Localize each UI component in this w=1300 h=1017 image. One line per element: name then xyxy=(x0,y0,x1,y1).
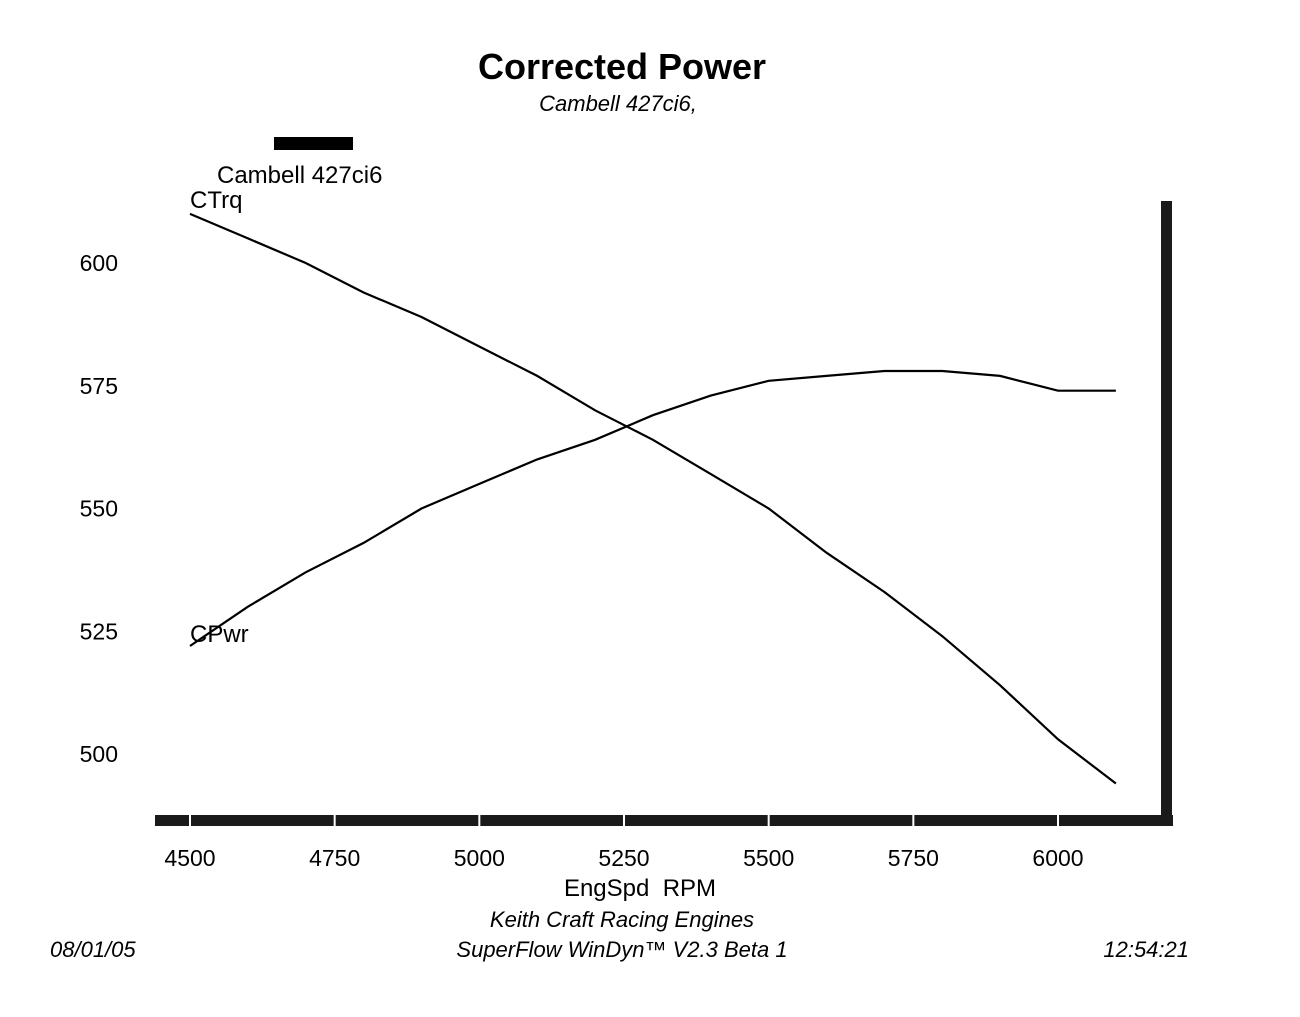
x-tick-label: 5500 xyxy=(743,845,794,871)
legend-entry: Cambell 427ci6 xyxy=(217,162,382,189)
chart-subtitle: Cambell 427ci6, xyxy=(539,91,697,116)
series-labels: CTrq CPwr xyxy=(190,187,249,648)
y-tick-label: 550 xyxy=(80,496,118,522)
y-tick-label: 500 xyxy=(80,741,118,767)
x-tick-label: 5250 xyxy=(598,845,649,871)
series-line-ctrq xyxy=(189,212,1117,785)
legend-swatch xyxy=(274,137,353,150)
x-axis-bar xyxy=(155,815,1173,826)
right-axis-bar xyxy=(1161,201,1172,826)
x-axis-label: EngSpd RPM xyxy=(564,875,716,902)
footer-software: SuperFlow WinDyn™ V2.3 Beta 1 xyxy=(456,937,787,962)
series-label-cpwr: CPwr xyxy=(190,621,249,648)
footer-company: Keith Craft Racing Engines xyxy=(490,907,754,932)
y-axis-ticks: 500 525 550 575 600 xyxy=(80,250,118,767)
y-tick-label: 600 xyxy=(80,250,118,276)
x-axis-ticks: 4500 4750 5000 5250 5500 5750 6000 xyxy=(164,815,1084,871)
x-tick-label: 4750 xyxy=(309,845,360,871)
x-tick-label: 5000 xyxy=(454,845,505,871)
x-tick-label: 6000 xyxy=(1032,845,1083,871)
series-label-ctrq: CTrq xyxy=(190,187,242,214)
y-tick-label: 525 xyxy=(80,618,118,644)
footer-date: 08/01/05 xyxy=(50,937,136,962)
series-curves xyxy=(189,212,1117,785)
x-tick-label: 4500 xyxy=(164,845,215,871)
x-tick-label: 5750 xyxy=(888,845,939,871)
footer-time: 12:54:21 xyxy=(1103,937,1189,962)
y-tick-label: 575 xyxy=(80,373,118,399)
series-line-cpwr xyxy=(189,369,1116,647)
chart-title: Corrected Power xyxy=(478,46,766,87)
plot-frame xyxy=(155,201,1173,826)
